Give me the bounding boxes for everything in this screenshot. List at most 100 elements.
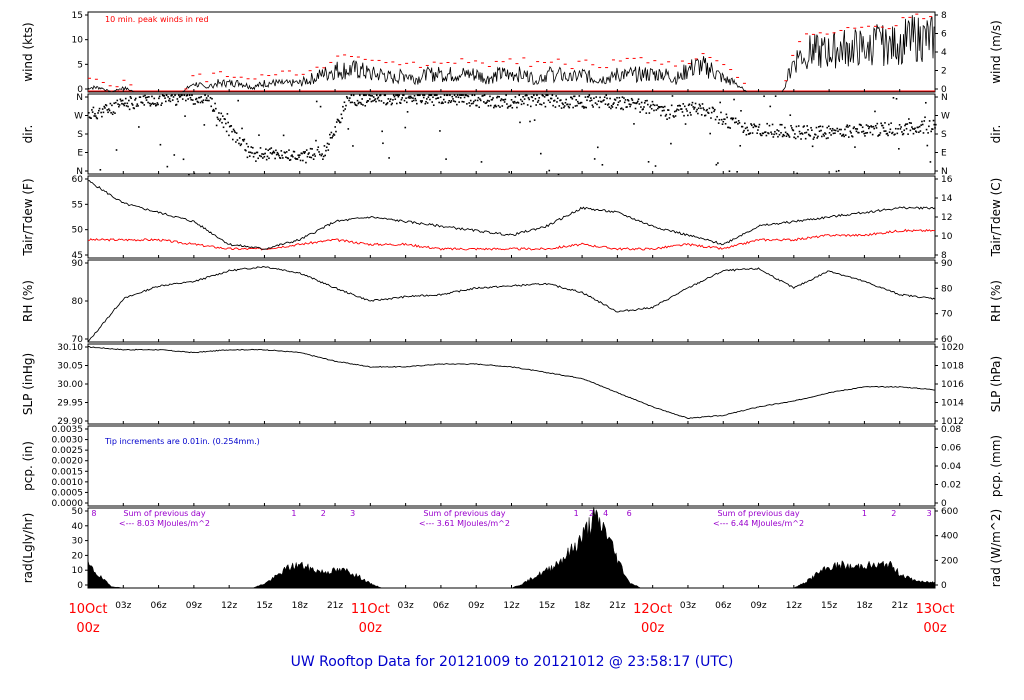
dir-point — [737, 123, 739, 125]
dir-point — [712, 107, 715, 110]
dir-point — [697, 112, 699, 115]
dir-point — [770, 133, 773, 135]
dir-point — [794, 137, 797, 140]
dir-point — [777, 130, 780, 132]
dir-point — [871, 126, 873, 128]
dir-point — [562, 103, 564, 106]
dir-point — [439, 130, 441, 132]
right-tick-label: 4 — [941, 48, 947, 58]
dir-point — [388, 157, 390, 159]
dir-point — [931, 128, 934, 131]
dir-point — [858, 131, 860, 134]
dir-point — [895, 98, 898, 100]
dir-point — [629, 105, 631, 108]
dir-point — [774, 130, 776, 133]
dir-point — [797, 135, 799, 138]
dir-point — [728, 170, 731, 173]
dir-point — [426, 98, 428, 100]
y-axis-label-right: SLP (hPa) — [989, 356, 1003, 412]
dir-point — [732, 117, 735, 120]
dir-point — [504, 98, 507, 101]
dir-point — [259, 147, 262, 149]
dir-point — [280, 150, 283, 152]
dir-point — [384, 94, 387, 97]
dir-point — [627, 99, 630, 102]
dir-point — [564, 101, 567, 104]
dir-point — [570, 96, 573, 99]
dir-point — [281, 154, 283, 157]
dir-point — [906, 123, 909, 125]
dir-point — [624, 99, 627, 101]
dir-point — [492, 97, 494, 99]
dir-point — [117, 103, 119, 105]
dir-point — [99, 169, 102, 171]
dir-point — [234, 131, 236, 134]
dir-point — [924, 116, 926, 119]
dir-point — [691, 101, 694, 104]
dir-point — [757, 129, 759, 131]
dir-point — [357, 102, 360, 105]
x-tick-label: 12z — [786, 601, 802, 611]
dir-point — [695, 110, 698, 113]
dir-point — [811, 145, 814, 148]
dir-point — [726, 116, 728, 119]
dir-point — [431, 101, 434, 103]
right-tick-label: 1018 — [941, 362, 964, 372]
dir-point — [115, 149, 118, 151]
dir-point — [264, 152, 266, 155]
right-tick-label: 0 — [941, 499, 947, 509]
dir-point — [601, 164, 604, 166]
dir-point — [203, 124, 206, 126]
date-label: 10Oct — [68, 602, 107, 617]
left-tick-label: N — [76, 167, 83, 177]
rad-hour-label: 1 — [291, 509, 296, 518]
dir-point — [556, 97, 559, 100]
dir-point — [473, 100, 475, 103]
dir-point — [655, 109, 658, 111]
dir-point — [713, 110, 715, 113]
dir-point — [791, 127, 793, 129]
dir-point — [382, 102, 385, 104]
rad-hour-label: 3 — [927, 509, 932, 518]
dir-point — [256, 151, 259, 154]
dir-point — [158, 97, 160, 100]
dir-point — [813, 136, 815, 139]
dir-point — [583, 107, 585, 109]
dir-point — [778, 133, 781, 136]
dir-point — [169, 100, 172, 103]
dir-point — [650, 104, 652, 107]
dir-point — [650, 107, 653, 110]
dir-point — [198, 96, 201, 99]
dir-point — [807, 133, 810, 136]
dir-point — [665, 113, 668, 116]
dir-point — [580, 101, 583, 104]
dir-point — [835, 170, 838, 173]
right-tick-label: 1016 — [941, 380, 964, 390]
dir-point — [861, 131, 863, 133]
dir-point — [555, 95, 557, 97]
panel-annotation: 10 min. peak winds in red — [105, 15, 209, 24]
dir-point — [441, 101, 444, 104]
dir-point — [677, 109, 680, 111]
dir-point — [717, 162, 719, 164]
dir-point — [196, 100, 199, 103]
dir-point — [352, 145, 354, 147]
panel-annotation: Tip increments are 0.01in. (0.254mm.) — [104, 437, 260, 446]
dir-point — [606, 104, 609, 106]
dir-point — [305, 149, 308, 151]
dir-point — [640, 101, 643, 104]
dir-point — [633, 102, 636, 104]
dir-point — [905, 127, 908, 130]
dir-point — [856, 128, 859, 130]
dir-point — [460, 94, 463, 97]
dir-point — [593, 158, 596, 160]
dir-point — [360, 103, 363, 105]
dir-point — [533, 94, 535, 97]
dir-point — [910, 122, 912, 124]
dir-point — [211, 110, 214, 112]
y-axis-label-right: pcp. (mm) — [989, 435, 1003, 497]
dir-point — [347, 128, 350, 130]
dir-point — [150, 103, 152, 105]
dir-point — [526, 104, 529, 106]
dir-point — [538, 97, 541, 99]
